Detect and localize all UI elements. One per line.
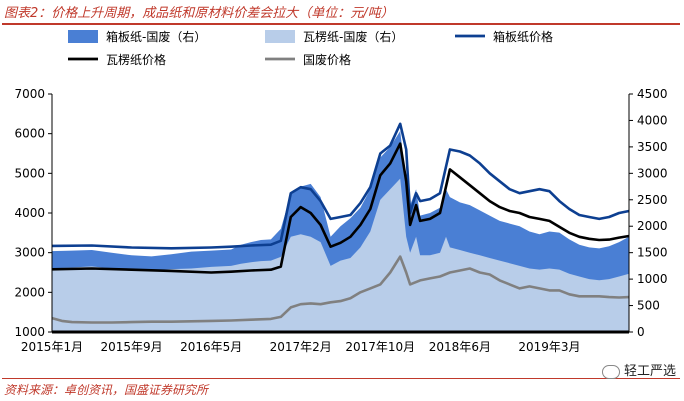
legend-label: 瓦楞纸价格 <box>106 52 166 67</box>
y-right-tick-label: 1500 <box>637 246 668 260</box>
legend-swatch <box>265 30 295 43</box>
area-series-2 <box>52 178 629 332</box>
y-left-tick-label: 3000 <box>14 246 45 260</box>
source-divider <box>2 378 680 379</box>
x-tick-label: 2015年9月 <box>100 340 162 354</box>
y-left-tick-label: 7000 <box>14 87 45 101</box>
y-left-tick-label: 2000 <box>14 285 45 299</box>
y-right-tick-label: 1000 <box>637 272 668 286</box>
x-tick-label: 2018年6月 <box>429 340 491 354</box>
y-right-tick-label: 500 <box>637 299 660 313</box>
y-right-tick-label: 2000 <box>637 219 668 233</box>
chart-title: 图表2：价格上升周期，成品纸和原材料价差会拉大（单位：元/吨） <box>4 6 394 21</box>
y-right-tick-label: 4500 <box>637 87 668 101</box>
source-note: 资料来源：卓创资讯，国盛证券研究所 <box>4 383 209 397</box>
x-tick-label: 2019年3月 <box>518 340 580 354</box>
y-right-tick-label: 2500 <box>637 193 668 207</box>
title-divider <box>2 23 680 25</box>
legend-swatch <box>68 30 98 43</box>
chart-axes: 1000 2000 3000 4000 5000 6000 7000 0 500 1000 1500… <box>14 87 667 354</box>
y-left-tick-label: 4000 <box>14 206 45 220</box>
y-left-tick-label: 1000 <box>14 325 45 339</box>
y-right-tick-label: 3500 <box>637 140 668 154</box>
x-tick-label: 2017年10月 <box>345 340 415 354</box>
legend-label: 瓦楞纸-国废（右） <box>303 29 403 44</box>
y-right-tick-label: 3000 <box>637 166 668 180</box>
wechat-icon <box>601 364 620 379</box>
legend-label: 国废价格 <box>303 52 351 67</box>
x-tick-label: 2017年2月 <box>270 340 332 354</box>
legend-label: 箱板纸-国废（右） <box>106 29 206 44</box>
watermark-text: 轻工严选 <box>623 364 676 379</box>
line-series-1 <box>51 122 630 250</box>
legend-label: 箱板纸价格 <box>493 29 553 44</box>
plot-area <box>51 122 630 332</box>
y-left-tick-label: 5000 <box>14 166 45 180</box>
y-right-tick-label: 0 <box>637 325 645 339</box>
x-tick-label: 2015年1月 <box>21 340 83 354</box>
x-tick-label: 2016年5月 <box>180 340 242 354</box>
line-series-3 <box>51 255 630 324</box>
watermark: 轻工严选 <box>601 360 676 379</box>
line-series-2 <box>51 142 630 274</box>
y-right-tick-label: 4000 <box>637 113 668 127</box>
y-left-tick-label: 6000 <box>14 127 45 141</box>
